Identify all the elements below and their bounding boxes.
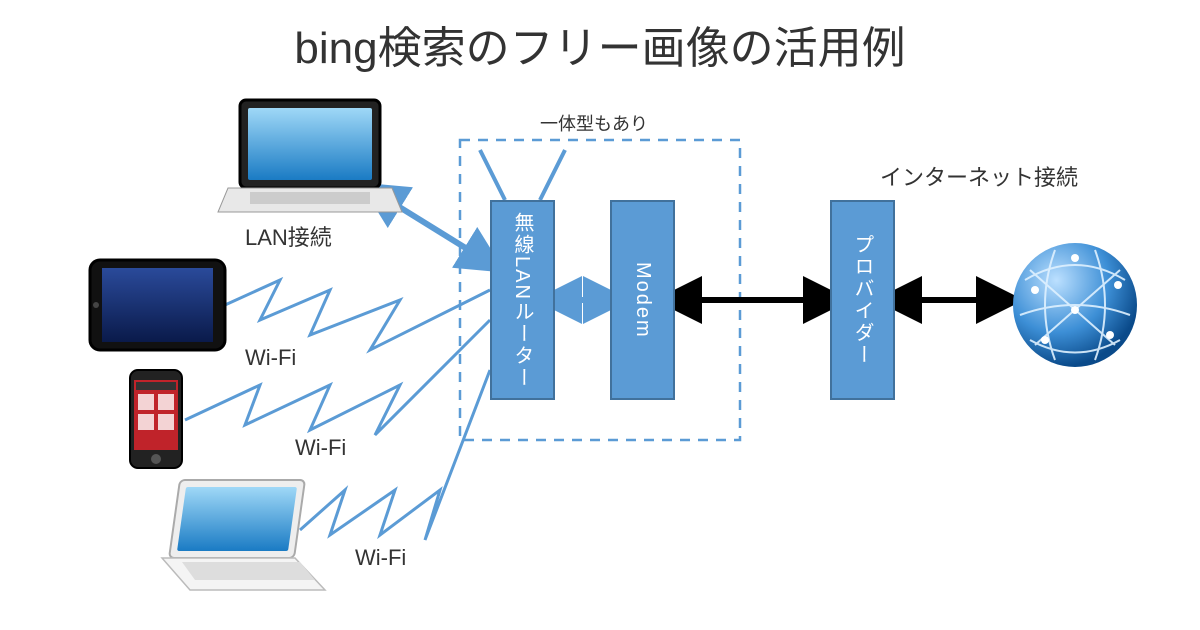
smartphone-icon: [130, 370, 182, 468]
wifi-label-1: Wi-Fi: [245, 345, 296, 371]
antenna-left: [480, 150, 505, 200]
integrated-note: 一体型もあり: [540, 110, 648, 136]
page-title: bing検索のフリー画像の活用例: [0, 12, 1200, 76]
modem-node: Modem: [610, 200, 675, 400]
modem-label: Modem: [631, 262, 654, 339]
router-label: 無線LANルーター: [508, 212, 537, 389]
lan-label: LAN接続: [245, 220, 332, 252]
router-node: 無線LANルーター: [490, 200, 555, 400]
globe-icon: [1013, 243, 1137, 367]
laptop-icon-2: [162, 480, 325, 590]
connection-overlay: [0, 0, 1200, 630]
laptop-icon-1: [218, 100, 402, 212]
tablet-icon: [90, 260, 225, 350]
wifi-zigzag-1: [225, 280, 490, 350]
provider-node: プロバイダー: [830, 200, 895, 400]
provider-label: プロバイダー: [848, 234, 877, 366]
internet-label: インターネット接続: [880, 160, 1078, 192]
wifi-label-3: Wi-Fi: [355, 545, 406, 571]
lan-arrow: [380, 195, 485, 260]
wifi-zigzag-2: [185, 320, 490, 435]
antenna-right: [540, 150, 565, 200]
wifi-label-2: Wi-Fi: [295, 435, 346, 461]
